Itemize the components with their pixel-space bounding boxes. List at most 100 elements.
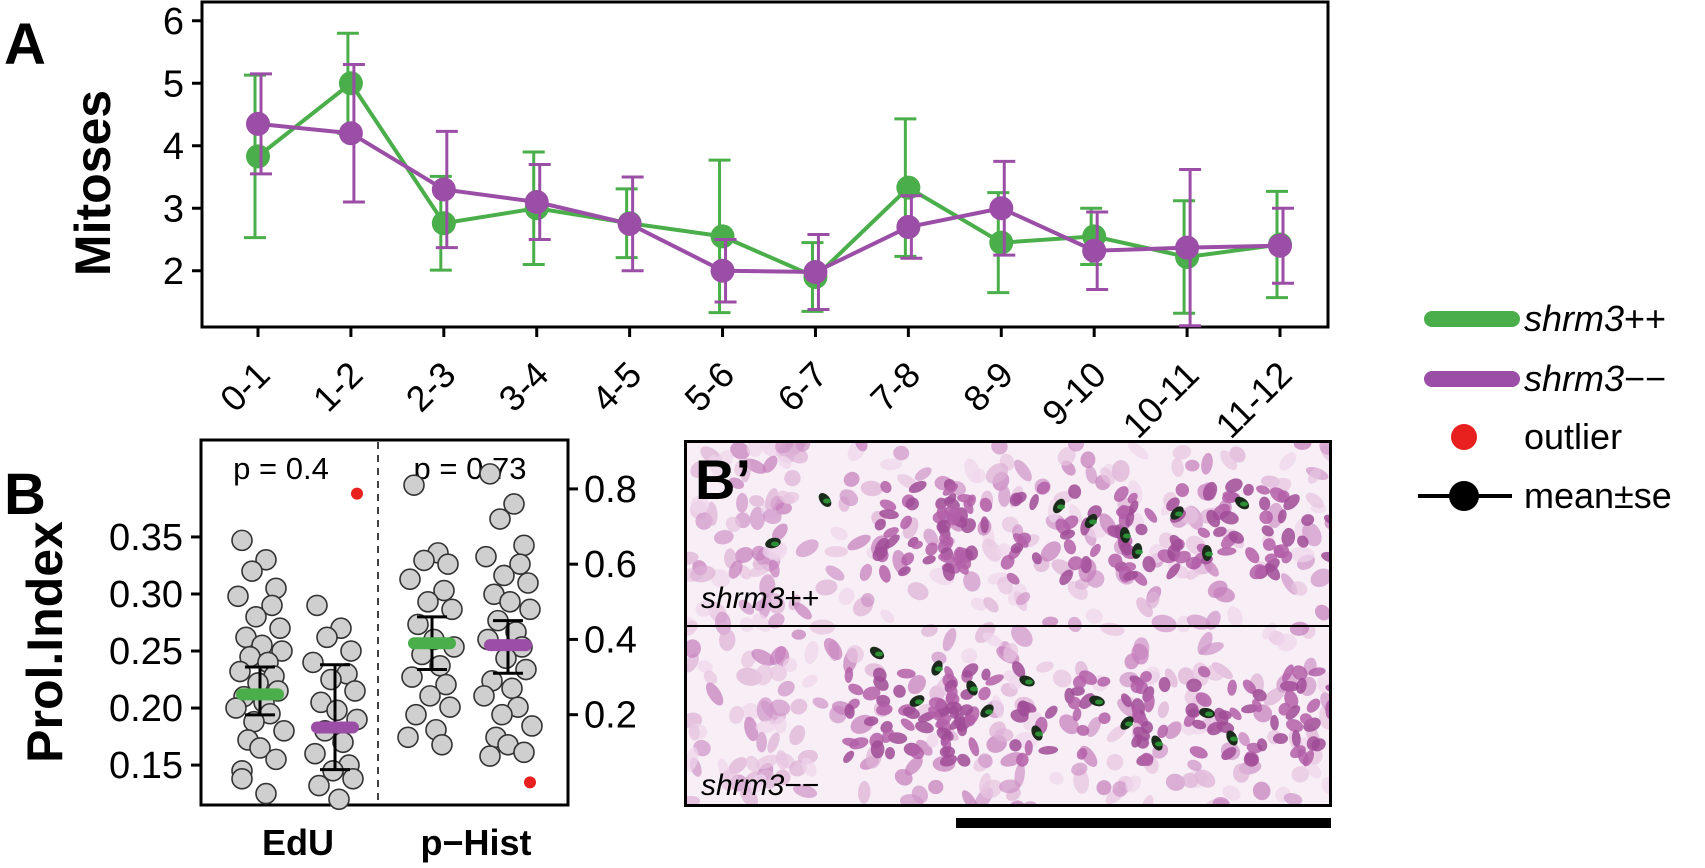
cell	[769, 646, 787, 665]
data-point	[227, 585, 249, 608]
cell	[769, 699, 791, 717]
cell	[942, 483, 958, 496]
cell	[1219, 510, 1239, 525]
data-point	[328, 788, 350, 811]
cell	[1070, 686, 1085, 696]
cell	[1130, 680, 1143, 694]
x-tick-label: 2-3	[398, 354, 464, 420]
data-point	[896, 215, 921, 239]
cell	[729, 705, 744, 724]
data-point	[513, 534, 535, 557]
cell	[961, 790, 979, 804]
legend-meanse-label: mean±se	[1524, 475, 1672, 516]
cell	[898, 566, 911, 577]
cell	[1049, 772, 1064, 785]
cell	[1243, 752, 1259, 767]
cell	[957, 753, 971, 767]
left-tick-label: 0.35	[109, 517, 183, 559]
cell	[1141, 795, 1154, 804]
cell	[777, 490, 795, 504]
data-point	[344, 680, 366, 702]
data-point	[710, 224, 735, 249]
cell	[1172, 445, 1192, 460]
cell	[879, 565, 891, 583]
cell	[804, 640, 819, 665]
cell	[1252, 698, 1263, 713]
legend-mut-label: shrm3−−	[1524, 358, 1666, 399]
cell	[1164, 668, 1178, 688]
data-point	[246, 111, 270, 136]
panel-b-ylabel: Prol.Index	[17, 521, 73, 763]
cell	[1280, 680, 1300, 692]
data-point	[399, 568, 421, 591]
cell	[1012, 491, 1027, 504]
cell	[1205, 610, 1221, 630]
data-point	[435, 673, 457, 696]
y-tick-label: 6	[163, 1, 184, 43]
cell	[1191, 552, 1204, 570]
category-phist: p−Hist	[420, 822, 531, 863]
cell	[809, 619, 836, 635]
cell	[1307, 467, 1321, 484]
cell	[843, 471, 860, 487]
labelled-nucleus-highlight	[970, 686, 978, 692]
data-point	[255, 548, 277, 571]
cell	[1040, 541, 1061, 562]
cell	[1017, 532, 1032, 545]
cell	[879, 499, 897, 511]
cell	[1220, 450, 1238, 471]
x-tick-label: 5-6	[676, 354, 742, 420]
cell	[1319, 443, 1329, 455]
cell	[1063, 539, 1077, 555]
cell	[1169, 534, 1183, 550]
legend: shrm3++ shrm3−− outlier mean±se	[1418, 298, 1672, 516]
cell	[755, 720, 777, 734]
data-point	[1268, 233, 1292, 258]
labelled-nucleus-highlight	[1057, 504, 1065, 510]
panel-a-y-axis: 2 3 4 5 6	[163, 1, 202, 293]
cell	[870, 740, 885, 759]
cell	[1197, 666, 1211, 678]
data-point	[803, 260, 828, 284]
cell	[740, 458, 751, 483]
cell	[876, 703, 893, 716]
cell	[923, 528, 938, 546]
cell	[1080, 451, 1096, 469]
cell	[777, 680, 795, 697]
cell	[859, 563, 873, 581]
cell	[959, 704, 974, 716]
cell	[1031, 552, 1042, 565]
cell	[1259, 510, 1273, 525]
cell	[1052, 669, 1072, 688]
cell	[764, 488, 779, 511]
cell	[847, 534, 871, 551]
cell	[1242, 679, 1257, 694]
cell	[775, 750, 789, 770]
cell	[880, 609, 895, 624]
cell	[690, 461, 707, 479]
cell	[825, 565, 845, 581]
legend-meanse-swatch-dot	[1449, 481, 1479, 511]
cell	[1306, 736, 1320, 751]
image-label-bottom: shrm3−−	[701, 769, 819, 802]
data-point	[517, 572, 539, 594]
cell	[768, 613, 785, 629]
cell	[762, 509, 782, 525]
labelled-nucleus-highlight	[823, 498, 831, 504]
cell	[745, 755, 760, 772]
panel-label-b-prime: B’	[695, 448, 751, 511]
cell	[1012, 661, 1026, 678]
cell	[1136, 597, 1153, 618]
cell	[1197, 631, 1213, 655]
data-point	[302, 651, 324, 674]
panel-a-x-axis: 0-1 1-2 2-3 3-4 4-5 5-6 6-7 7-8 8-9 9-10 10-11 11-1…	[212, 327, 1300, 446]
cell	[999, 779, 1021, 794]
cell	[1289, 546, 1315, 563]
cell	[893, 445, 910, 461]
cell	[1067, 616, 1082, 633]
data-point	[989, 196, 1014, 221]
cell	[1145, 591, 1160, 609]
cell	[1218, 710, 1232, 720]
data-point	[273, 720, 295, 742]
cell	[1067, 696, 1081, 710]
